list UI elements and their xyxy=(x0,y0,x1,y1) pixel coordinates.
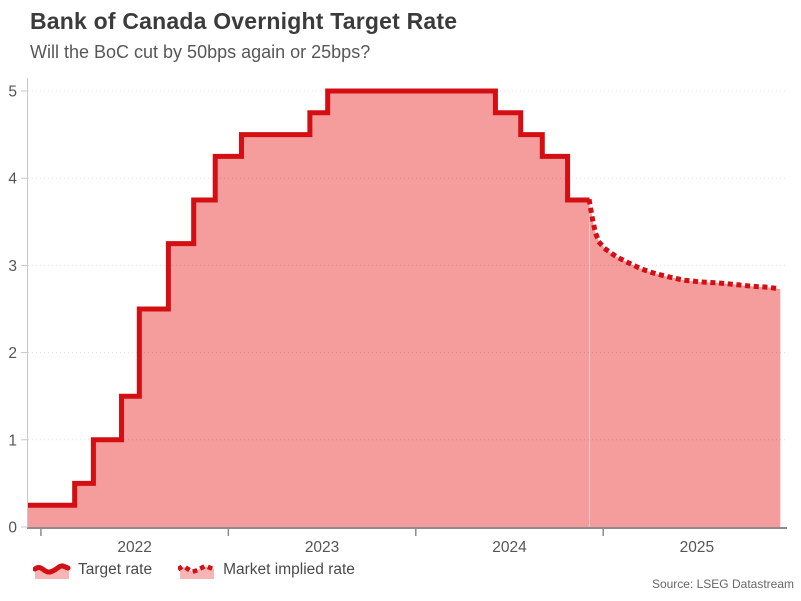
y-tick-label: 3 xyxy=(8,258,17,275)
y-tick-label: 5 xyxy=(8,84,17,101)
area-fill-dotted-line xyxy=(589,201,781,527)
page-title: Bank of Canada Overnight Target Rate xyxy=(30,8,458,34)
chart-header: Bank of Canada Overnight Target Rate Wil… xyxy=(30,8,457,63)
legend-label: Market implied rate xyxy=(223,561,355,578)
legend-item-market-implied-rate: Market implied rate xyxy=(178,560,355,580)
area-fill-step-solid xyxy=(28,91,590,527)
series-line-market-implied-rate xyxy=(586,198,784,292)
x-tick-label: 2025 xyxy=(680,539,714,556)
y-tick-label: 0 xyxy=(8,520,17,537)
legend-label: Target rate xyxy=(78,561,153,578)
x-tick-label: 2024 xyxy=(492,539,527,556)
x-tick-label: 2022 xyxy=(117,539,151,556)
series-line-target-rate xyxy=(28,88,590,508)
chart-subtitle: Will the BoC cut by 50bps again or 25bps… xyxy=(30,42,371,62)
x-tick-label: 2023 xyxy=(305,539,339,556)
legend-item-target-rate: Target rate xyxy=(33,560,152,580)
source-attribution: Source: LSEG Datastream xyxy=(651,577,794,591)
solid-area-line-icon xyxy=(33,563,71,579)
y-tick-label: 2 xyxy=(8,345,17,362)
y-tick-label: 1 xyxy=(8,432,17,449)
chart-legend: Target rate Market implied rate xyxy=(33,560,355,580)
y-tick-label: 4 xyxy=(8,171,17,188)
dotted-area-line-icon xyxy=(178,564,217,579)
